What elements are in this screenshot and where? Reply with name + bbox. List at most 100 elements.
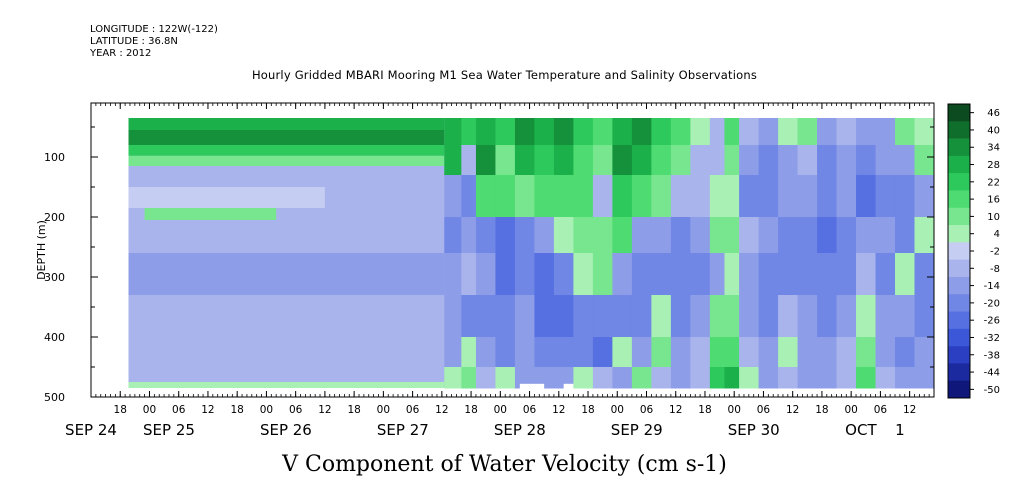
heatmap-cell bbox=[128, 349, 445, 382]
heatmap-cell bbox=[631, 253, 652, 296]
heatmap-cell bbox=[670, 217, 691, 254]
x-date-label: SEP 24 bbox=[65, 421, 117, 439]
x-hour-tick-label: 00 bbox=[844, 404, 857, 416]
heatmap-cell bbox=[631, 217, 652, 254]
colorbar-swatch bbox=[948, 104, 970, 122]
heatmap-cell bbox=[128, 166, 374, 187]
heatmap-cell bbox=[778, 145, 799, 176]
plot-border bbox=[90, 102, 935, 398]
heatmap-cell bbox=[670, 295, 691, 338]
heatmap-cell bbox=[128, 382, 445, 388]
heatmap-cell bbox=[856, 118, 877, 146]
y-tick-label: 300 bbox=[44, 271, 65, 284]
colorbar-label: 46 bbox=[987, 108, 1000, 119]
heatmap-cell bbox=[856, 145, 877, 176]
heatmap-cell bbox=[631, 295, 652, 338]
heatmap-cell bbox=[461, 253, 477, 296]
colorbar-label: -38 bbox=[984, 350, 1000, 361]
x-hour-tick-label: 00 bbox=[260, 404, 273, 416]
heatmap-cell bbox=[836, 253, 857, 296]
heatmap-cells bbox=[128, 118, 935, 391]
heatmap-cell bbox=[128, 130, 445, 145]
x-hour-tick-label: 12 bbox=[435, 404, 448, 416]
heatmap-cell bbox=[817, 337, 838, 368]
heatmap-cell bbox=[475, 118, 496, 146]
heatmap-cell bbox=[475, 337, 496, 368]
heatmap-cell bbox=[875, 217, 896, 254]
heatmap-cell bbox=[914, 145, 935, 176]
x-date-label: SEP 30 bbox=[728, 421, 780, 439]
colorbar-swatch bbox=[948, 380, 970, 399]
heatmap-cell bbox=[444, 367, 462, 389]
colorbar-label: -20 bbox=[984, 298, 1000, 309]
heatmap-cell bbox=[553, 367, 574, 389]
plot-frame bbox=[90, 102, 935, 398]
colorbar-label: -32 bbox=[984, 333, 1000, 344]
heatmap-cell bbox=[875, 295, 896, 338]
heatmap-cell bbox=[709, 175, 725, 218]
y-tick-label: 400 bbox=[44, 331, 65, 344]
colorbar-label: 28 bbox=[987, 160, 1000, 171]
heatmap-cell bbox=[895, 295, 916, 338]
longitude-label: LONGITUDE : 122W(-122) bbox=[90, 24, 218, 35]
colorbar-swatch bbox=[948, 294, 970, 312]
heatmap-cell bbox=[709, 253, 725, 296]
heatmap-cell bbox=[739, 253, 760, 296]
heatmap-cell bbox=[817, 253, 838, 296]
heatmap-cell bbox=[724, 337, 740, 368]
missing-data-gap bbox=[519, 383, 545, 391]
colorbar-label: 34 bbox=[987, 143, 1000, 154]
x-hour-tick-label: 06 bbox=[406, 404, 420, 416]
heatmap-cell bbox=[895, 145, 916, 176]
heatmap-cell bbox=[534, 118, 555, 146]
colorbar-swatch bbox=[948, 173, 970, 191]
heatmap-cell bbox=[836, 145, 857, 176]
heatmap-cell bbox=[495, 253, 516, 296]
colorbar-swatch bbox=[948, 276, 970, 295]
heatmap-cell bbox=[553, 337, 574, 368]
heatmap-cell bbox=[797, 118, 818, 146]
heatmap-cell bbox=[817, 118, 838, 146]
heatmap-cell bbox=[895, 118, 916, 146]
heatmap-cell bbox=[670, 253, 691, 296]
heatmap-cell bbox=[534, 217, 555, 254]
heatmap-cell bbox=[797, 337, 818, 368]
heatmap-cell bbox=[444, 118, 462, 146]
year-label: YEAR : 2012 bbox=[90, 48, 152, 59]
heatmap-cell bbox=[592, 175, 613, 218]
heatmap-cell bbox=[758, 337, 779, 368]
x-hour-tick-label: 18 bbox=[347, 404, 360, 416]
colorbar-swatch bbox=[948, 225, 970, 243]
heatmap-cell bbox=[495, 175, 516, 218]
x-date-label: SEP 29 bbox=[611, 421, 663, 439]
heatmap-cell bbox=[856, 367, 877, 389]
heatmap-cell bbox=[914, 253, 935, 296]
heatmap-cell bbox=[475, 217, 496, 254]
x-date-label: 1 bbox=[895, 421, 905, 439]
heatmap-cell bbox=[651, 337, 672, 368]
heatmap-cell bbox=[670, 337, 691, 368]
heatmap-cell bbox=[514, 217, 535, 254]
heatmap-cell bbox=[651, 118, 672, 146]
heatmap-cell bbox=[495, 295, 516, 338]
colorbar-label: -50 bbox=[984, 385, 1000, 396]
heatmap-cell bbox=[797, 295, 818, 338]
x-hour-tick-label: 12 bbox=[786, 404, 799, 416]
heatmap-cell bbox=[128, 118, 445, 130]
y-axis-label: DEPTH (m) bbox=[35, 220, 48, 280]
heatmap-cell bbox=[690, 118, 711, 146]
heatmap-cell bbox=[724, 175, 740, 218]
heatmap-cell bbox=[724, 217, 740, 254]
heatmap-cell bbox=[797, 217, 818, 254]
heatmap-cell bbox=[875, 118, 896, 146]
heatmap-cell bbox=[895, 217, 916, 254]
heatmap-cell bbox=[495, 118, 516, 146]
colorbar-swatch bbox=[948, 311, 970, 330]
heatmap-cell bbox=[856, 253, 877, 296]
colorbar-label: -44 bbox=[984, 368, 1000, 379]
heatmap-cell bbox=[778, 337, 799, 368]
colorbar-swatch bbox=[948, 121, 970, 139]
heatmap-cell bbox=[128, 220, 445, 253]
heatmap-cell bbox=[573, 295, 594, 338]
heatmap-cell bbox=[690, 217, 711, 254]
